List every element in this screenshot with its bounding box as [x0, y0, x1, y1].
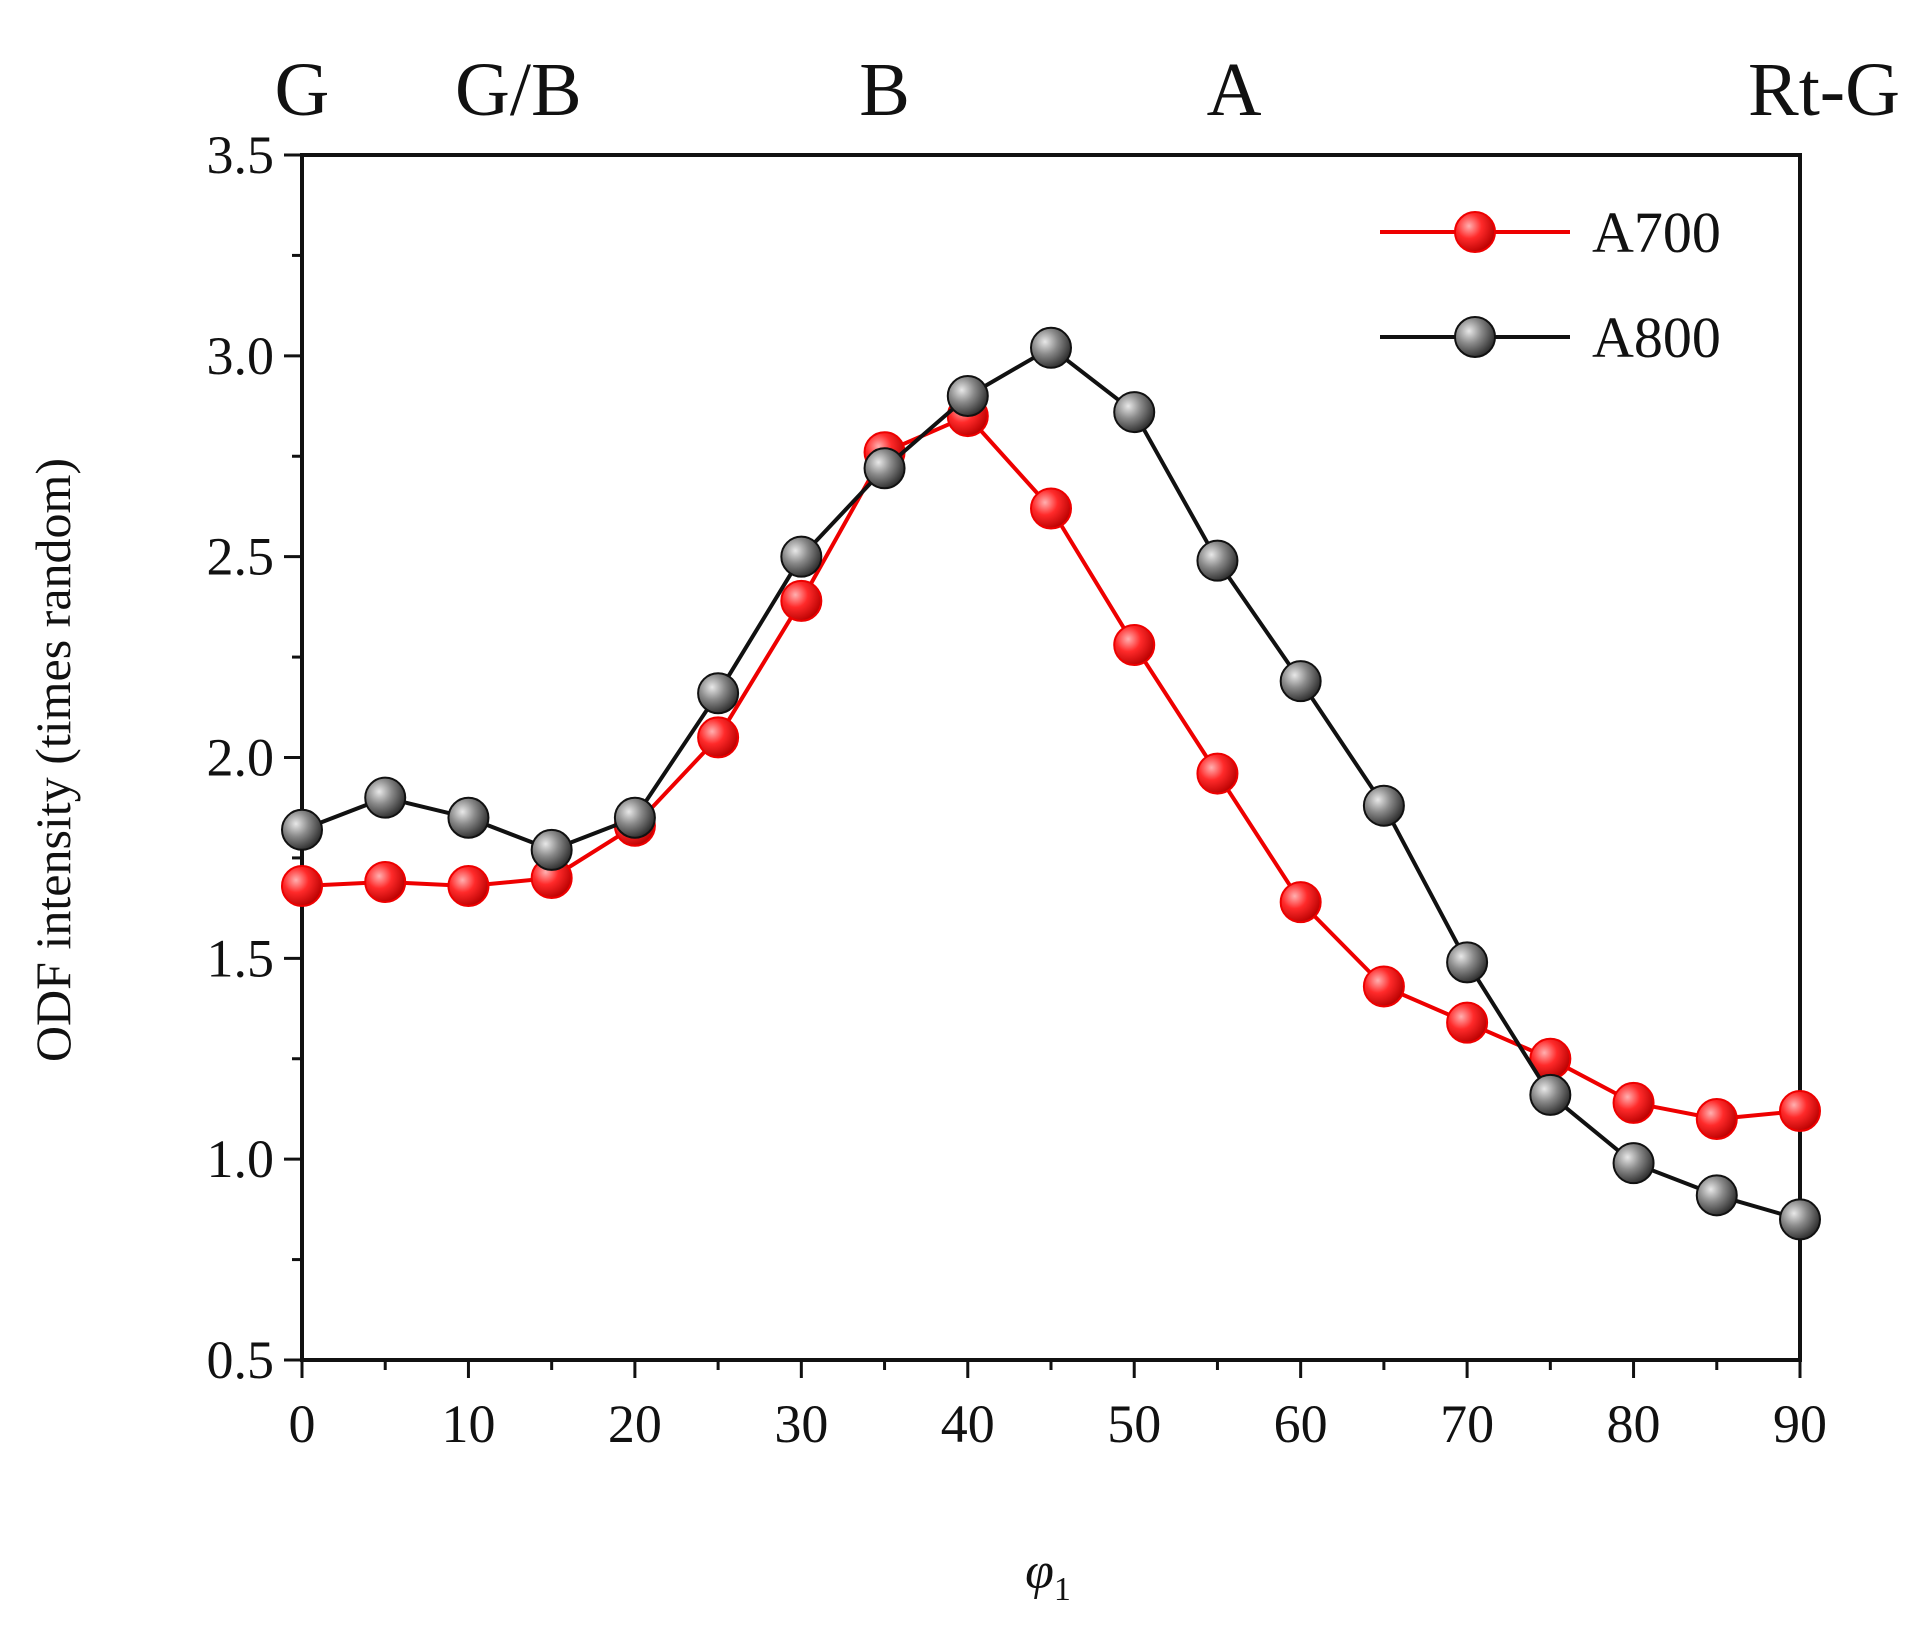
data-point [1446, 1001, 1489, 1044]
x-tick-label: 80 [1607, 1394, 1661, 1454]
series-layer [281, 326, 1821, 1241]
y-tick-label: 3.5 [207, 125, 275, 185]
y-tick-label: 1.0 [207, 1129, 275, 1189]
data-point [1030, 487, 1072, 530]
y-tick-label: 2.5 [207, 527, 275, 587]
data-point [1612, 1081, 1655, 1124]
data-point [1196, 752, 1239, 795]
series-A700 [281, 395, 1821, 1140]
y-tick-label: 1.5 [207, 928, 275, 988]
data-point [780, 579, 823, 622]
y-axis-label: ODF intensity (times random) [25, 458, 81, 1062]
y-tick-label: 2.0 [207, 728, 275, 788]
legend-marker [1454, 316, 1496, 358]
data-point [364, 861, 407, 904]
x-tick-label: 50 [1107, 1394, 1161, 1454]
data-point [281, 808, 323, 851]
series-line [301, 345, 1801, 1222]
data-point [1279, 660, 1322, 703]
x-tick-label: 30 [774, 1394, 828, 1454]
data-point [697, 716, 740, 759]
data-point [613, 796, 656, 839]
data-point [1279, 881, 1322, 924]
legend: A700 A800 [1380, 200, 1721, 370]
data-point [530, 828, 573, 871]
top-annotation: Rt-G [1748, 48, 1900, 132]
data-point [1362, 965, 1405, 1008]
data-point [447, 865, 490, 908]
series-A800 [281, 326, 1821, 1241]
data-point [1529, 1073, 1572, 1116]
data-point [1113, 624, 1156, 667]
axes: 0 10 20 30 40 50 60 70 80 90 0.5 1.0 1.5 2.0 2.5 3.0 3.5 [207, 125, 1828, 1454]
data-point [281, 865, 323, 908]
data-point [364, 776, 407, 819]
data-point [946, 375, 989, 417]
x-tick-label: 20 [608, 1394, 662, 1454]
x-tick-label: 40 [941, 1394, 995, 1454]
data-point [1695, 1174, 1738, 1217]
legend-label: A700 [1592, 200, 1721, 265]
data-point [1779, 1198, 1821, 1241]
data-point [1362, 784, 1405, 827]
x-axis-label-subscript: 1 [1054, 1571, 1071, 1608]
legend-item-A800: A800 [1380, 305, 1721, 370]
legend-marker [1454, 211, 1496, 253]
x-axis-label: φ1 [1025, 1543, 1071, 1608]
data-point [1030, 326, 1072, 369]
data-point [697, 672, 740, 715]
y-tick-label: 3.0 [207, 326, 275, 386]
x-tick-label: 0 [289, 1394, 316, 1454]
x-tick-label: 90 [1773, 1394, 1827, 1454]
data-point [1196, 539, 1239, 582]
data-point [1695, 1098, 1738, 1140]
data-point [780, 535, 823, 578]
x-tick-label: 60 [1274, 1394, 1328, 1454]
data-point [1779, 1089, 1821, 1132]
data-point [1113, 391, 1156, 434]
top-annotation: B [859, 48, 910, 132]
top-annotations: G G/B B A Rt-G [275, 48, 1900, 132]
y-tick-label: 0.5 [207, 1330, 275, 1390]
top-annotation: G [275, 48, 330, 132]
data-point [863, 447, 906, 490]
top-annotation: A [1207, 48, 1262, 132]
legend-label: A800 [1592, 305, 1721, 370]
data-point [1446, 941, 1489, 984]
x-tick-label: 70 [1440, 1394, 1494, 1454]
data-point [447, 796, 490, 839]
top-annotation: G/B [455, 48, 582, 132]
x-tick-label: 10 [441, 1394, 495, 1454]
legend-item-A700: A700 [1380, 200, 1721, 265]
data-point [1612, 1142, 1655, 1185]
x-axis-label-symbol: φ [1025, 1543, 1054, 1600]
